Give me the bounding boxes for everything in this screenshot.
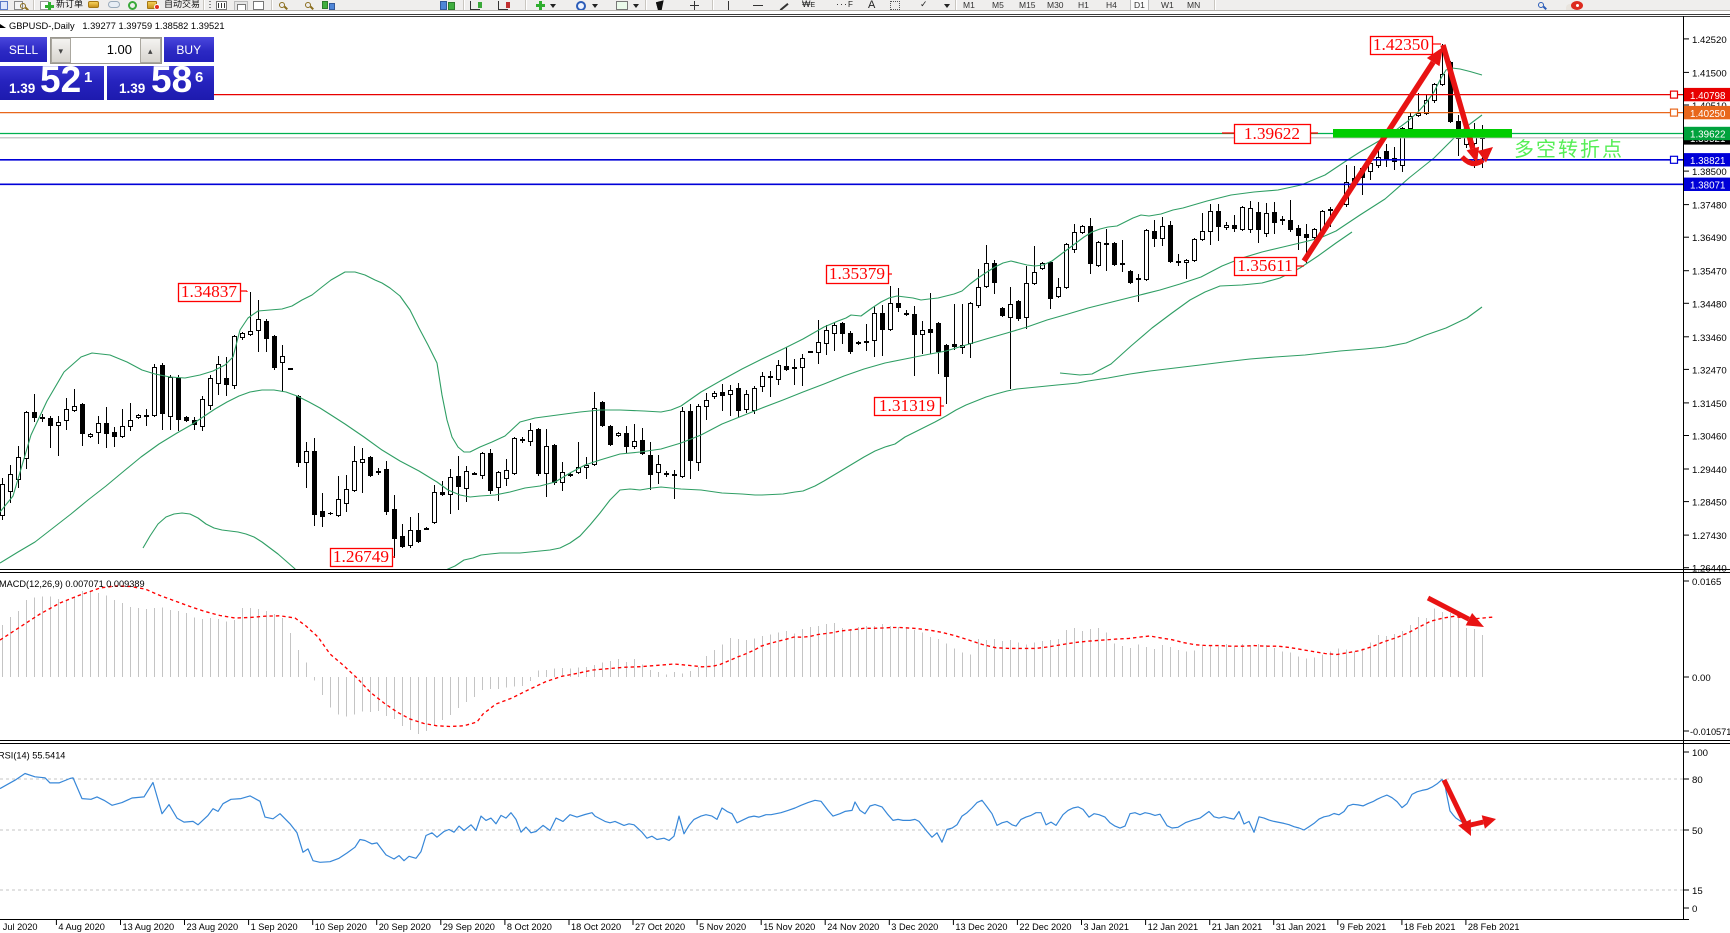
svg-text:1.39622: 1.39622: [1690, 130, 1725, 141]
svg-text:20 Sep 2020: 20 Sep 2020: [379, 922, 431, 932]
svg-text:1.31450: 1.31450: [1692, 399, 1727, 410]
svg-text:1.42520: 1.42520: [1692, 35, 1727, 46]
svg-text:10 Sep 2020: 10 Sep 2020: [315, 922, 367, 932]
svg-text:23 Aug 2020: 23 Aug 2020: [187, 922, 239, 932]
svg-text:1.28450: 1.28450: [1692, 498, 1727, 509]
svg-text:1.34480: 1.34480: [1692, 299, 1727, 310]
svg-text:13 Dec 2020: 13 Dec 2020: [955, 922, 1007, 932]
svg-text:1.40250: 1.40250: [1690, 109, 1726, 120]
svg-text:27 Oct 2020: 27 Oct 2020: [635, 922, 685, 932]
svg-text:22 Dec 2020: 22 Dec 2020: [1019, 922, 1071, 932]
svg-text:-0.010571: -0.010571: [1690, 727, 1730, 737]
svg-text:9 Feb 2021: 9 Feb 2021: [1340, 922, 1387, 932]
svg-text:1.33460: 1.33460: [1692, 333, 1727, 344]
svg-text:1.39622: 1.39622: [1244, 124, 1300, 143]
svg-text:80: 80: [1692, 775, 1703, 786]
svg-text:5 Nov 2020: 5 Nov 2020: [699, 922, 746, 932]
svg-text:26 Jul 2020: 26 Jul 2020: [0, 922, 38, 932]
svg-text:1.35379: 1.35379: [829, 264, 885, 283]
svg-text:15: 15: [1692, 886, 1703, 897]
svg-text:RSI(14) 55.5414: RSI(14) 55.5414: [0, 751, 65, 761]
svg-text:18 Oct 2020: 18 Oct 2020: [571, 922, 621, 932]
svg-text:4 Aug 2020: 4 Aug 2020: [58, 922, 105, 932]
svg-text:0.00: 0.00: [1692, 673, 1711, 684]
svg-text:多空转折点: 多空转折点: [1514, 138, 1624, 161]
svg-text:3 Dec 2020: 3 Dec 2020: [891, 922, 938, 932]
svg-text:24 Nov 2020: 24 Nov 2020: [827, 922, 879, 932]
svg-text:100: 100: [1692, 748, 1708, 759]
svg-text:15 Nov 2020: 15 Nov 2020: [763, 922, 815, 932]
svg-text:1.34837: 1.34837: [181, 282, 238, 301]
svg-text:3 Jan 2021: 3 Jan 2021: [1084, 922, 1129, 932]
svg-text:12 Jan 2021: 12 Jan 2021: [1148, 922, 1199, 932]
svg-text:1 Sep 2020: 1 Sep 2020: [251, 922, 298, 932]
svg-text:1.41500: 1.41500: [1692, 68, 1727, 79]
svg-text:31 Jan 2021: 31 Jan 2021: [1276, 922, 1327, 932]
svg-text:1.30460: 1.30460: [1692, 432, 1727, 443]
svg-text:1.31319: 1.31319: [879, 396, 935, 415]
svg-text:1.42350: 1.42350: [1373, 35, 1429, 54]
svg-text:1.29440: 1.29440: [1692, 465, 1727, 476]
svg-text:1.40798: 1.40798: [1690, 91, 1726, 102]
svg-text:1.38821: 1.38821: [1690, 156, 1725, 167]
svg-text:13 Aug 2020: 13 Aug 2020: [123, 922, 175, 932]
svg-text:MACD(12,26,9) 0.007071 0.00938: MACD(12,26,9) 0.007071 0.009389: [0, 579, 145, 589]
svg-text:1.38500: 1.38500: [1692, 167, 1727, 178]
svg-text:21 Jan 2021: 21 Jan 2021: [1212, 922, 1263, 932]
svg-text:8 Oct 2020: 8 Oct 2020: [507, 922, 552, 932]
svg-text:1.27430: 1.27430: [1692, 531, 1727, 542]
svg-text:1.37480: 1.37480: [1692, 201, 1727, 212]
svg-text:18 Feb 2021: 18 Feb 2021: [1404, 922, 1456, 932]
svg-text:1.35611: 1.35611: [1237, 256, 1293, 275]
svg-text:50: 50: [1692, 826, 1703, 837]
svg-text:0.0165: 0.0165: [1692, 577, 1721, 588]
svg-text:1.38071: 1.38071: [1690, 181, 1725, 192]
svg-text:29 Sep 2020: 29 Sep 2020: [443, 922, 495, 932]
svg-text:28 Feb 2021: 28 Feb 2021: [1468, 922, 1520, 932]
svg-text:1.35470: 1.35470: [1692, 267, 1727, 278]
svg-text:1.32470: 1.32470: [1692, 365, 1727, 376]
svg-text:0: 0: [1692, 904, 1697, 915]
svg-text:1.26749: 1.26749: [333, 547, 389, 566]
svg-text:1.36490: 1.36490: [1692, 233, 1727, 244]
